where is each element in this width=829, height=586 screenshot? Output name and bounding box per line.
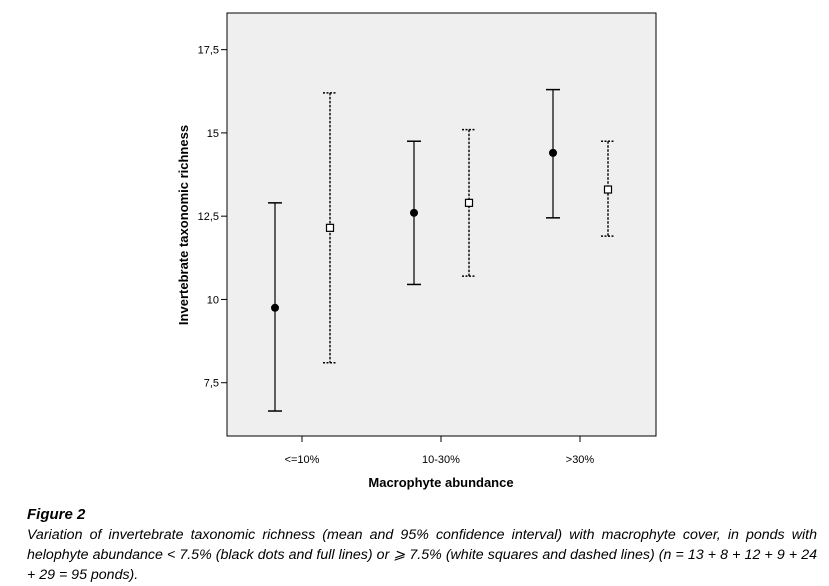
y-tick-label: 15 xyxy=(207,128,219,140)
x-axis: <=10% 10-30% >30% xyxy=(285,436,595,466)
mean-marker-dot xyxy=(410,208,418,217)
y-axis-title: Invertebrate taxonomic richness xyxy=(176,125,191,325)
figure-label: Figure 2 xyxy=(27,506,86,523)
mean-marker-dot xyxy=(549,148,557,157)
y-tick-label: 10 xyxy=(207,294,219,306)
error-bar-chart: 7,5 10 12,5 15 17,5 <=10% 10-30% >30% Macrophy… xyxy=(176,12,657,490)
plot-area xyxy=(226,12,657,437)
y-tick-label: 7,5 xyxy=(204,378,219,390)
y-tick-label: 17,5 xyxy=(198,45,219,57)
figure-caption: Figure 2 Variation of invertebrate taxon… xyxy=(27,505,817,585)
figure-caption-text: Variation of invertebrate taxonomic rich… xyxy=(27,527,817,583)
mean-marker-square xyxy=(603,185,613,194)
mean-marker-square xyxy=(325,223,335,232)
error-bars xyxy=(268,88,615,412)
y-tick-label: 12,5 xyxy=(198,211,219,223)
x-tick-label: >30% xyxy=(566,454,595,466)
mean-marker-dot xyxy=(271,303,279,312)
mean-marker-square xyxy=(464,198,474,207)
x-tick-label: 10-30% xyxy=(422,454,460,466)
y-axis: 7,5 10 12,5 15 17,5 xyxy=(198,45,227,390)
x-tick-label: <=10% xyxy=(285,454,320,466)
x-axis-title: Macrophyte abundance xyxy=(368,475,513,490)
